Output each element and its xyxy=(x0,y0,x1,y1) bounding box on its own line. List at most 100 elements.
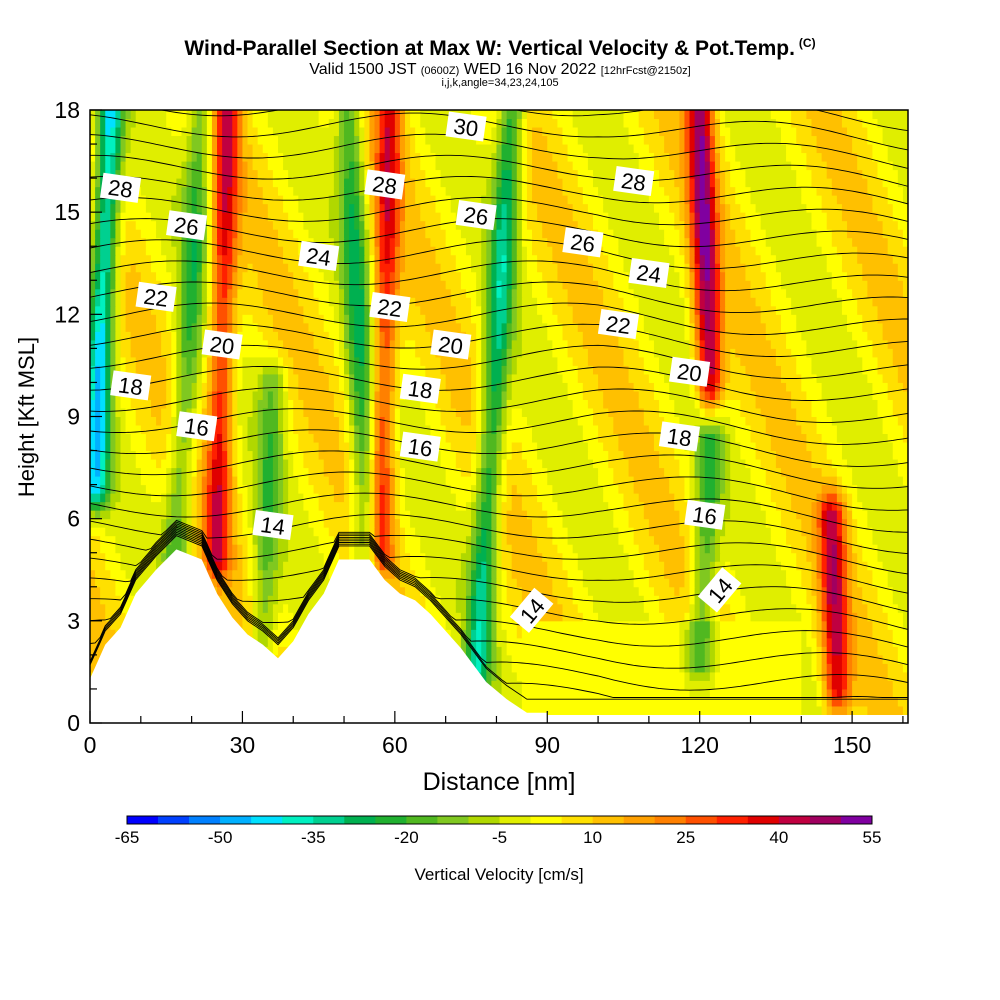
field-cell xyxy=(496,543,503,554)
field-cell xyxy=(501,484,508,494)
field-cell xyxy=(704,381,716,392)
field-cell xyxy=(328,220,340,230)
field-cell xyxy=(222,237,228,247)
field-cell xyxy=(501,194,513,205)
field-cell xyxy=(714,484,721,494)
field-cell xyxy=(821,628,828,639)
field-cell xyxy=(720,186,726,196)
field-cell xyxy=(476,458,482,469)
field-cell xyxy=(867,509,908,520)
field-cell xyxy=(897,645,908,656)
field-cell xyxy=(669,194,680,205)
field-cell xyxy=(572,160,589,171)
field-cell xyxy=(303,492,320,503)
field-cell xyxy=(95,509,101,520)
field-cell xyxy=(186,262,193,273)
field-cell xyxy=(186,186,193,196)
field-cell xyxy=(196,347,203,358)
field-cell xyxy=(684,577,691,588)
field-cell xyxy=(496,381,503,392)
field-cell xyxy=(674,177,686,188)
field-cell xyxy=(262,594,269,605)
field-cell xyxy=(206,543,213,554)
field-cell xyxy=(201,135,208,145)
field-cell xyxy=(384,211,391,222)
field-cell xyxy=(232,467,238,477)
field-cell xyxy=(511,543,538,554)
field-cell xyxy=(369,441,376,452)
field-cell xyxy=(211,126,218,137)
field-cell xyxy=(486,492,492,503)
field-cell xyxy=(110,228,117,239)
field-cell xyxy=(125,126,132,137)
field-cell xyxy=(227,501,233,511)
field-cell xyxy=(364,458,371,469)
field-cell xyxy=(171,347,177,358)
field-cell xyxy=(232,177,238,188)
field-cell xyxy=(694,654,706,664)
field-cell xyxy=(237,305,269,315)
field-cell xyxy=(892,254,908,264)
field-cell xyxy=(730,467,752,477)
field-cell xyxy=(526,152,533,162)
field-cell xyxy=(140,271,157,281)
field-cell xyxy=(714,126,721,137)
field-cell xyxy=(694,237,701,247)
field-cell xyxy=(613,509,630,520)
field-cell xyxy=(364,501,371,511)
field-cell xyxy=(232,313,238,324)
field-cell xyxy=(166,441,172,452)
field-cell xyxy=(699,296,706,307)
field-cell xyxy=(633,569,650,579)
field-cell xyxy=(120,288,127,298)
field-cell xyxy=(740,356,777,366)
field-cell xyxy=(344,296,350,307)
field-cell xyxy=(171,398,177,409)
field-cell xyxy=(237,526,244,537)
field-cell xyxy=(90,110,96,120)
field-cell xyxy=(364,450,371,460)
field-cell xyxy=(384,339,391,349)
field-cell xyxy=(90,262,96,273)
contour-label: 22 xyxy=(135,281,177,312)
field-cell xyxy=(709,364,716,375)
field-cell xyxy=(257,543,264,554)
field-cell xyxy=(821,501,828,511)
field-cell xyxy=(191,398,198,409)
field-cell xyxy=(211,407,218,417)
field-cell xyxy=(399,475,406,486)
field-cell xyxy=(308,271,325,281)
field-cell xyxy=(420,160,437,171)
field-cell xyxy=(120,322,127,332)
field-cell xyxy=(587,152,640,162)
field-cell xyxy=(405,245,437,256)
field-cell xyxy=(496,611,503,622)
field-cell xyxy=(501,364,508,375)
field-cell xyxy=(201,407,208,417)
field-cell xyxy=(638,390,655,400)
field-cell xyxy=(232,220,238,230)
field-cell xyxy=(857,526,874,537)
field-cell xyxy=(344,458,350,469)
field-cell xyxy=(689,492,696,503)
field-cell xyxy=(511,390,569,400)
field-cell xyxy=(501,475,508,486)
field-cell xyxy=(735,424,752,435)
field-cell xyxy=(476,381,482,392)
field-cell xyxy=(501,186,513,196)
field-cell xyxy=(770,296,792,307)
field-cell xyxy=(369,126,376,137)
field-cell xyxy=(171,450,177,460)
field-cell xyxy=(567,526,619,537)
field-cell xyxy=(399,203,406,213)
field-cell xyxy=(537,535,553,545)
field-cell xyxy=(902,279,908,290)
field-cell xyxy=(399,271,442,281)
field-cell xyxy=(476,407,482,417)
field-cell xyxy=(191,271,198,281)
field-cell xyxy=(176,279,183,290)
field-cell xyxy=(450,390,472,400)
field-cell xyxy=(689,577,696,588)
field-cell xyxy=(252,407,259,417)
field-cell xyxy=(333,152,340,162)
